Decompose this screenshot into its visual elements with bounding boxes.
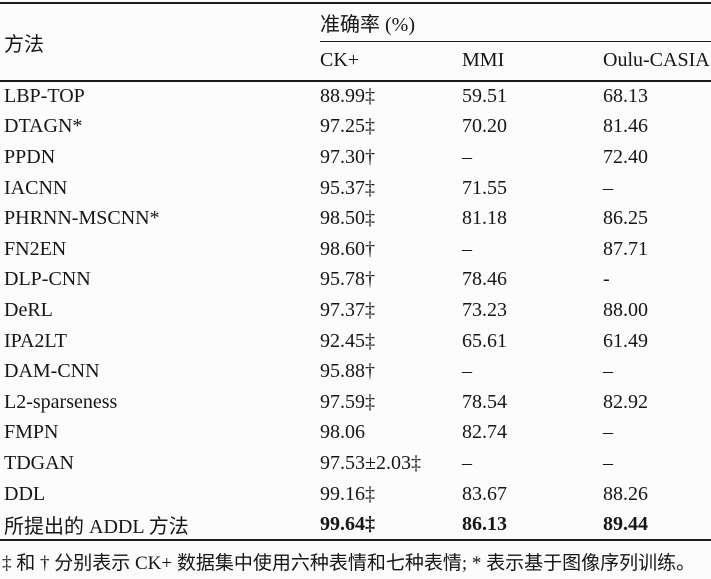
- header-row-datasets: CK+ MMI Oulu-CASIA: [0, 41, 711, 81]
- oulu-cell: 88.26: [603, 482, 648, 505]
- mmi-cell: 73.23: [462, 298, 507, 321]
- table-row: DAM-CNN 95.88† – –: [0, 356, 711, 387]
- mmi-cell: –: [462, 451, 472, 474]
- mmi-cell: –: [462, 145, 472, 168]
- table-row: LBP-TOP 88.99‡ 59.51 68.13: [0, 81, 711, 112]
- oulu-cell: 72.40: [603, 145, 648, 168]
- method-cell: DTAGN*: [4, 115, 83, 138]
- oulu-cell: –: [603, 176, 613, 199]
- table-row: L2-sparseness 97.59‡ 78.54 82.92: [0, 387, 711, 418]
- table-row: DTAGN* 97.25‡ 70.20 81.46: [0, 112, 711, 143]
- oulu-cell: 61.49: [603, 329, 648, 352]
- oulu-cell: 81.46: [603, 115, 648, 138]
- ck-cell: 99.64‡: [320, 512, 375, 535]
- ck-cell: 95.78†: [320, 268, 375, 291]
- comparison-table: 方法 准确率 (%) CK+ MMI Oulu-CASIA LBP-TOP 88.…: [0, 2, 711, 541]
- table-footnote: ‡ 和 † 分别表示 CK+ 数据集中使用六种表情和七种表情; * 表示基于图像…: [2, 552, 696, 574]
- col-header-mmi: MMI: [462, 49, 505, 72]
- ck-cell: 95.37‡: [320, 176, 375, 199]
- mmi-cell: 86.13: [462, 512, 507, 535]
- ck-cell: 97.30†: [320, 145, 375, 168]
- method-cell: FN2EN: [4, 237, 67, 260]
- mmi-cell: 71.55: [462, 176, 507, 199]
- method-cell: TDGAN: [4, 451, 74, 474]
- ck-cell: 97.59‡: [320, 390, 375, 413]
- mmi-cell: 78.46: [462, 268, 507, 291]
- oulu-cell: 88.00: [603, 298, 648, 321]
- table-row: DeRL 97.37‡ 73.23 88.00: [0, 295, 711, 326]
- oulu-cell: –: [603, 360, 613, 383]
- table-row: 所提出的 ADDL 方法 99.64‡ 86.13 89.44: [0, 509, 711, 540]
- method-cell: FMPN: [4, 421, 59, 444]
- ck-cell: 98.06: [320, 421, 365, 444]
- oulu-cell: 86.25: [603, 207, 648, 230]
- col-header-ck: CK+: [320, 49, 360, 72]
- mmi-cell: 83.67: [462, 482, 507, 505]
- method-cell: DDL: [4, 482, 46, 505]
- table-row: PHRNN-MSCNN* 98.50‡ 81.18 86.25: [0, 203, 711, 234]
- method-cell: LBP-TOP: [4, 85, 85, 108]
- table-row: TDGAN 97.53±2.03‡ – –: [0, 448, 711, 479]
- method-cell: 所提出的 ADDL 方法: [4, 515, 189, 538]
- oulu-cell: 87.71: [603, 237, 648, 260]
- ck-cell: 88.99‡: [320, 85, 375, 108]
- mmi-cell: –: [462, 360, 472, 383]
- mmi-cell: –: [462, 237, 472, 260]
- oulu-cell: 68.13: [603, 85, 648, 108]
- table-body: LBP-TOP 88.99‡ 59.51 68.13 DTAGN* 97.25‡ 70.20…: [0, 81, 711, 540]
- oulu-cell: -: [603, 268, 610, 291]
- ck-cell: 97.37‡: [320, 298, 375, 321]
- ck-cell: 99.16‡: [320, 482, 375, 505]
- mmi-cell: 78.54: [462, 390, 507, 413]
- col-header-oulu: Oulu-CASIA: [603, 49, 710, 72]
- ck-cell: 97.53±2.03‡: [320, 451, 421, 474]
- mmi-cell: 65.61: [462, 329, 507, 352]
- table-row: FMPN 98.06 82.74 –: [0, 418, 711, 449]
- col-header-accuracy: 准确率 (%): [320, 3, 711, 42]
- oulu-cell: –: [603, 421, 613, 444]
- method-cell: IPA2LT: [4, 329, 67, 352]
- method-cell: PPDN: [4, 145, 56, 168]
- ck-cell: 97.25‡: [320, 115, 375, 138]
- table-header: 方法 准确率 (%) CK+ MMI Oulu-CASIA: [0, 3, 711, 81]
- ck-cell: 95.88†: [320, 360, 375, 383]
- mmi-cell: 81.18: [462, 207, 507, 230]
- ck-cell: 98.60†: [320, 237, 375, 260]
- table-row: PPDN 97.30† – 72.40: [0, 142, 711, 173]
- table-row: FN2EN 98.60† – 87.71: [0, 234, 711, 265]
- method-cell: PHRNN-MSCNN*: [4, 207, 160, 230]
- table-row: DLP-CNN 95.78† 78.46 -: [0, 265, 711, 296]
- mmi-cell: 59.51: [462, 85, 507, 108]
- method-cell: DAM-CNN: [4, 360, 100, 383]
- ck-cell: 92.45‡: [320, 329, 375, 352]
- mmi-cell: 70.20: [462, 115, 507, 138]
- oulu-cell: 89.44: [603, 512, 648, 535]
- mmi-cell: 82.74: [462, 421, 507, 444]
- header-row-accuracy: 方法 准确率 (%): [0, 3, 711, 56]
- method-cell: DLP-CNN: [4, 268, 91, 291]
- ck-cell: 98.50‡: [320, 207, 375, 230]
- oulu-cell: –: [603, 451, 613, 474]
- method-cell: L2-sparseness: [4, 390, 118, 413]
- table-row: IACNN 95.37‡ 71.55 –: [0, 173, 711, 204]
- table-row: DDL 99.16‡ 83.67 88.26: [0, 479, 711, 510]
- method-cell: IACNN: [4, 176, 68, 199]
- col-header-method: 方法: [4, 33, 44, 56]
- method-cell: DeRL: [4, 298, 53, 321]
- table-row: IPA2LT 92.45‡ 65.61 61.49: [0, 326, 711, 357]
- oulu-cell: 82.92: [603, 390, 648, 413]
